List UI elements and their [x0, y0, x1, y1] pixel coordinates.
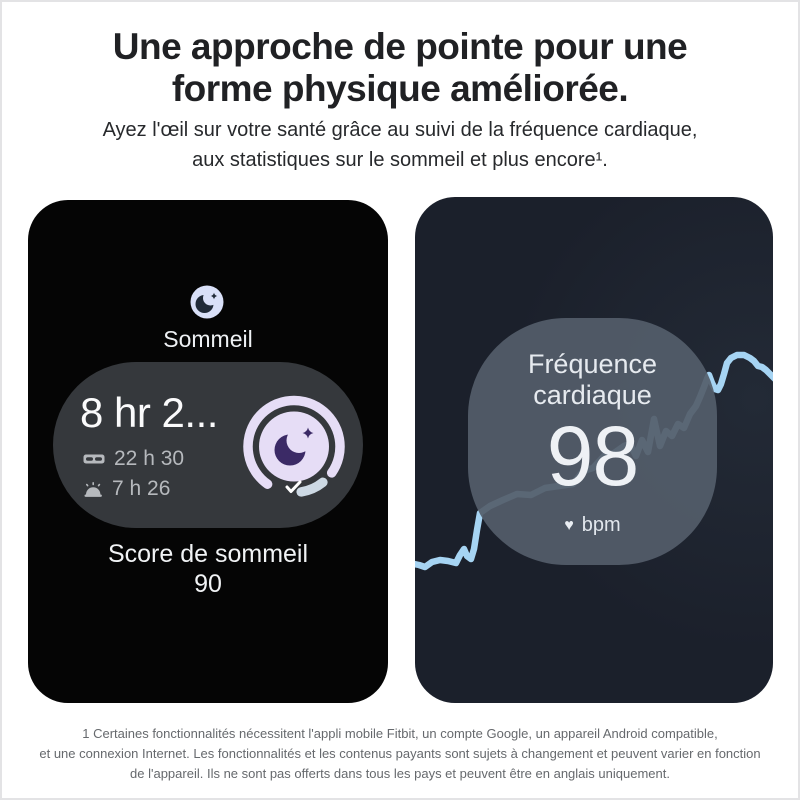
sleep-watch-screen: Sommeil 8 hr 2... 22 h 30 7 h 26 — [28, 200, 388, 703]
alarm-icon — [84, 481, 102, 497]
heart-rate-value: 98 — [546, 409, 639, 503]
sleep-duration: 8 hr 2... — [80, 389, 218, 436]
heart-rate-title-line1: Fréquence — [527, 349, 658, 379]
heart-rate-watch-screen: Fréquence cardiaque 98 ♥ bpm — [415, 197, 773, 703]
check-icon — [285, 480, 302, 493]
heart-icon: ♥ — [564, 517, 574, 534]
heart-rate-card — [468, 318, 717, 565]
bpm-label: bpm — [581, 514, 621, 536]
sleep-score-label: Score de sommeil — [107, 540, 309, 568]
sleep-summary-card: 8 hr 2... 22 h 30 7 h 26 — [53, 362, 363, 528]
sleep-score-value: 90 — [194, 570, 222, 598]
bed-icon — [83, 454, 105, 464]
disclaimer-line2: et une connexion Internet. Les fonctionn… — [39, 746, 761, 761]
sleep-app-icon — [190, 285, 224, 319]
disclaimer-line3: de l'appareil. Ils ne sont pas offerts d… — [130, 766, 670, 781]
sleep-score-ring — [243, 395, 345, 497]
wake-time-value: 7 h 26 — [112, 477, 171, 500]
heart-rate-graph — [415, 318, 773, 571]
page-subtitle-line2: aux statistiques sur le sommeil et plus … — [192, 149, 608, 171]
sleep-app-label: Sommeil — [163, 326, 253, 352]
page-subtitle-line1: Ayez l'œil sur votre santé grâce au suiv… — [102, 119, 698, 141]
heart-rate-unit-row: ♥ bpm — [468, 514, 717, 537]
wake-time-row: 7 h 26 — [83, 477, 170, 501]
disclaimer-line1: 1 Certaines fonctionnalités nécessitent … — [82, 726, 718, 741]
page-title-line1: Une approche de pointe pour une — [112, 26, 688, 67]
bedtime-value: 22 h 30 — [114, 447, 185, 470]
bedtime-row: 22 h 30 — [83, 447, 184, 471]
heart-rate-title-line2: cardiaque — [533, 380, 652, 410]
page-title-line2: forme physique améliorée. — [171, 68, 629, 109]
moon-sparkle-icon — [274, 427, 314, 466]
